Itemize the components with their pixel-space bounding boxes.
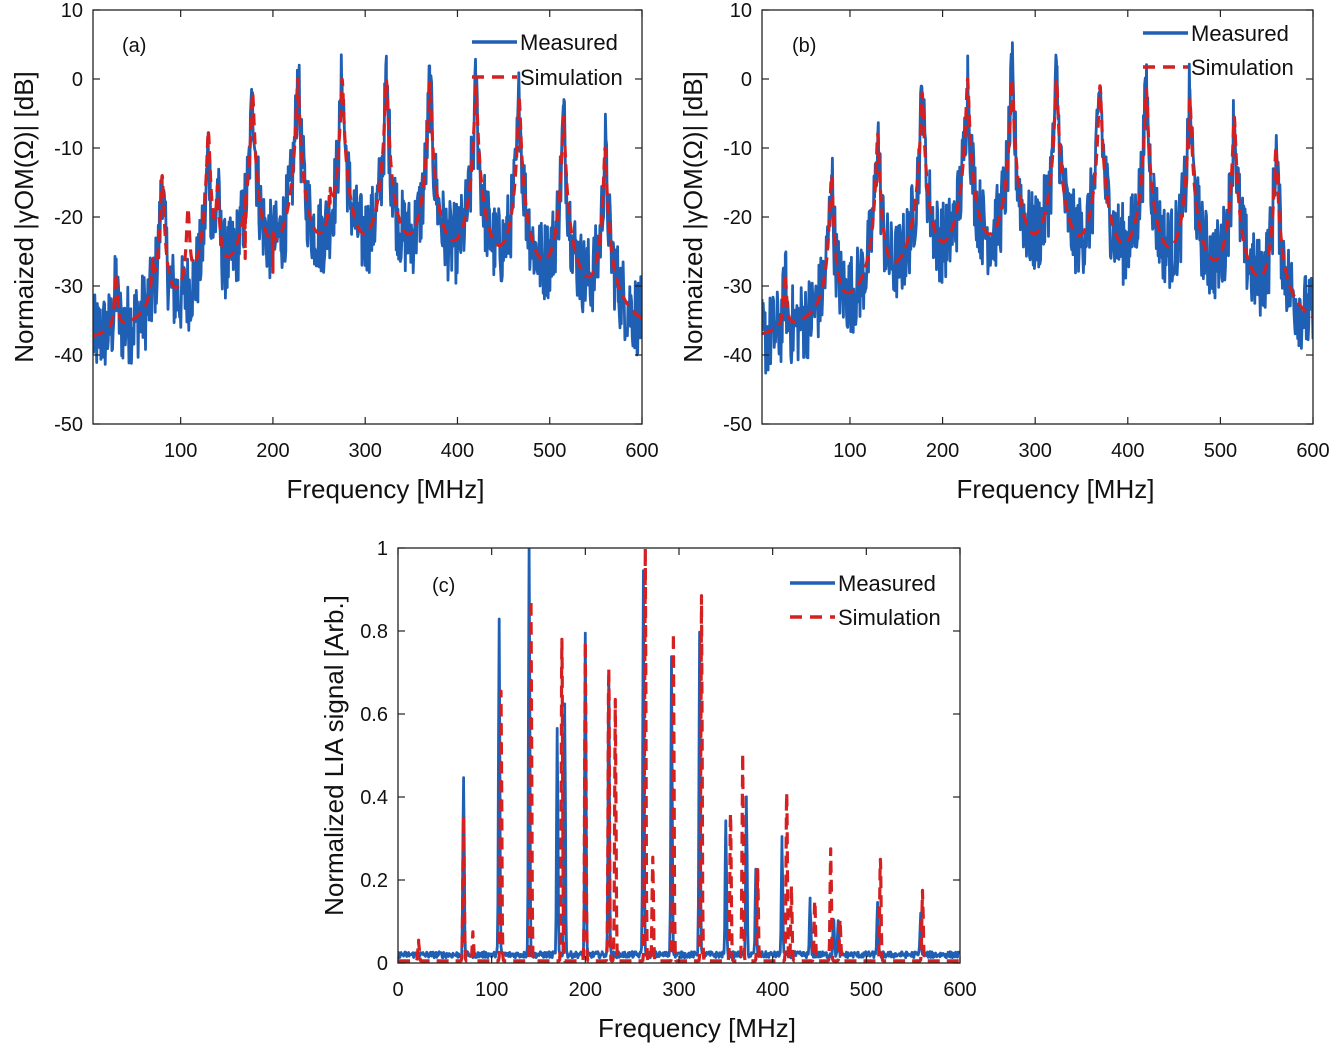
legend-label-simulation: Simulation — [520, 65, 623, 90]
x-tick-label: 500 — [533, 440, 566, 462]
legend-label-measured: Measured — [1191, 21, 1289, 46]
y-tick-label: -20 — [54, 207, 83, 229]
x-tick-label: 200 — [569, 979, 602, 1001]
x-axis-label: Frequency [MHz] — [957, 474, 1155, 504]
x-tick-label: 400 — [1111, 440, 1144, 462]
x-tick-label: 500 — [1204, 440, 1237, 462]
legend-label-measured: Measured — [520, 30, 618, 55]
series-line-measured — [762, 41, 1313, 375]
y-tick-label: -10 — [723, 138, 752, 160]
y-tick-label: -30 — [723, 276, 752, 298]
x-tick-label: 100 — [833, 440, 866, 462]
x-tick-label: 300 — [662, 979, 695, 1001]
series-line-measured — [398, 548, 960, 960]
chart-panel-1: 100 200 300 400 500 600 -50 -40 -30 -20 -10 0 10 Freq… — [9, 0, 659, 504]
y-axis-label: Normaized |γOM(Ω)| [dB] — [9, 71, 39, 363]
y-tick-label: 0 — [741, 69, 752, 91]
y-tick-label: -40 — [723, 345, 752, 367]
chart-panel-3: 0 100 200 300 400 500 600 0 0.2 0.4 0.6 0.8 1 Frequen… — [319, 538, 977, 1043]
x-tick-label: 300 — [1018, 440, 1051, 462]
y-tick-label: -40 — [54, 345, 83, 367]
x-axis-label: Frequency [MHz] — [287, 474, 485, 504]
y-tick-label: -20 — [723, 207, 752, 229]
panel-label: (c) — [432, 575, 455, 597]
y-tick-label: -50 — [54, 414, 83, 436]
series-line-simulation — [93, 77, 642, 338]
y-tick-label: 0.6 — [360, 704, 388, 726]
y-tick-label: 0 — [72, 69, 83, 91]
x-axis-label: Frequency [MHz] — [598, 1013, 796, 1043]
x-tick-label: 0 — [392, 979, 403, 1001]
x-tick-label: 600 — [1296, 440, 1329, 462]
x-tick-label: 500 — [850, 979, 883, 1001]
y-tick-label: 0.2 — [360, 870, 388, 892]
x-tick-label: 600 — [943, 979, 976, 1001]
x-tick-label: 200 — [256, 440, 289, 462]
legend-label-simulation: Simulation — [1191, 55, 1294, 80]
x-tick-label: 400 — [756, 979, 789, 1001]
y-tick-label: 0.8 — [360, 621, 388, 643]
y-axis-label: Normalized LIA signal [Arb.] — [319, 595, 349, 916]
x-tick-label: 600 — [625, 440, 658, 462]
x-tick-label: 100 — [164, 440, 197, 462]
x-tick-label: 100 — [475, 979, 508, 1001]
y-axis-label: Normaized |γOM(Ω)| [dB] — [678, 71, 708, 363]
y-tick-label: 0.4 — [360, 787, 388, 809]
x-tick-label: 400 — [441, 440, 474, 462]
panel-label: (a) — [122, 35, 146, 57]
y-tick-label: 1 — [377, 538, 388, 560]
legend-label-measured: Measured — [838, 571, 936, 596]
series-line-simulation — [762, 77, 1313, 336]
panel-label: (b) — [792, 35, 816, 57]
y-tick-label: -30 — [54, 276, 83, 298]
x-tick-label: 200 — [926, 440, 959, 462]
chart-panel-2: 100 200 300 400 500 600 -50 -40 -30 -20 -10 0 10 Freq… — [678, 0, 1330, 504]
y-tick-label: 10 — [730, 0, 752, 22]
y-tick-label: -10 — [54, 138, 83, 160]
x-tick-label: 300 — [349, 440, 382, 462]
y-tick-label: 0 — [377, 953, 388, 975]
legend-label-simulation: Simulation — [838, 605, 941, 630]
y-tick-label: -50 — [723, 414, 752, 436]
y-tick-label: 10 — [61, 0, 83, 22]
